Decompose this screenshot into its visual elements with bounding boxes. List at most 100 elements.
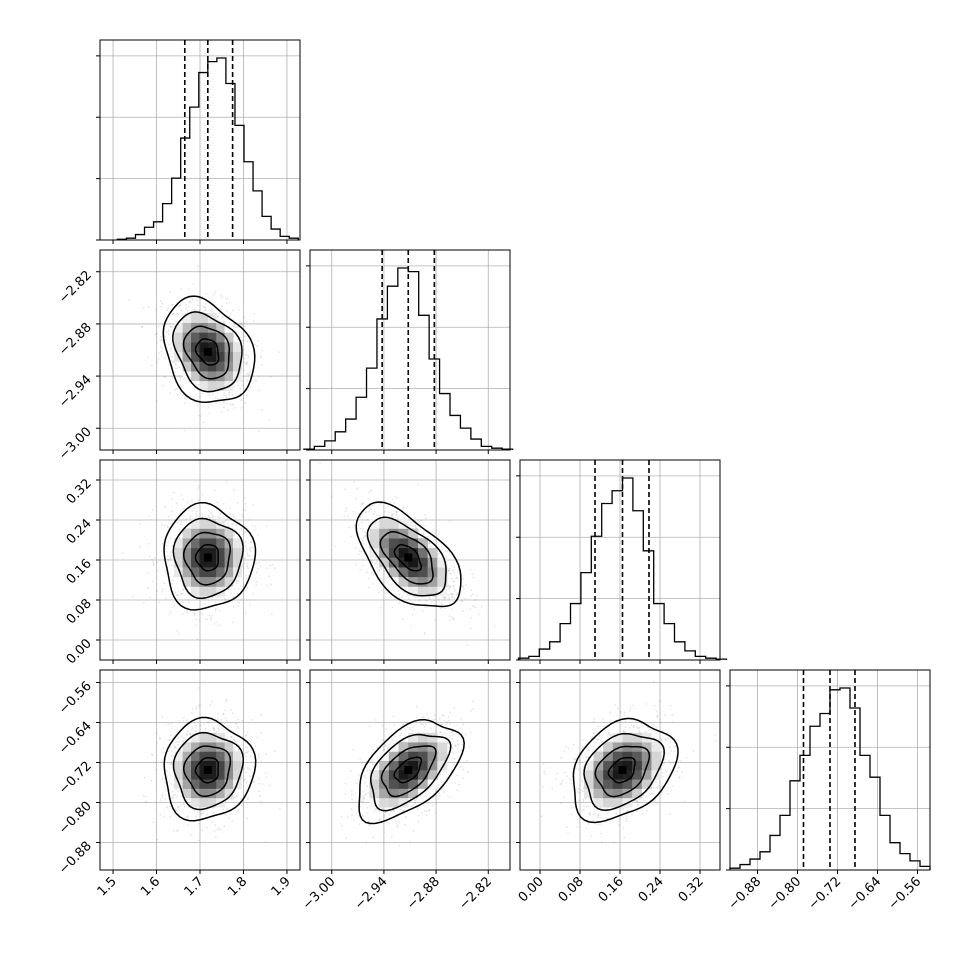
sample-point [230,736,233,738]
density-cell [182,557,192,568]
sample-point [246,394,248,397]
sample-point [187,824,190,827]
density-cell [408,547,419,558]
sample-point [241,384,244,387]
sample-point [423,809,426,812]
sample-point [219,512,222,515]
sample-point [232,489,235,491]
sample-point [176,629,178,632]
sample-point [181,592,184,595]
sample-point [243,768,246,771]
sample-point [236,338,239,341]
sample-point [193,810,196,812]
sample-point [156,589,159,592]
sample-point [245,589,247,592]
sample-point [203,306,206,309]
sample-point [216,596,219,599]
density-cell [199,760,209,771]
sample-point [252,781,255,784]
density-cell [398,742,409,752]
sample-point [234,740,237,743]
sample-point [255,562,258,565]
sample-point [217,723,219,726]
density-cell [207,760,217,771]
sample-point [216,315,219,318]
sample-point [169,746,172,749]
sample-point [196,304,199,307]
sample-point [181,588,184,591]
sample-point [454,744,456,747]
sample-point [362,775,365,778]
sample-point [198,704,201,706]
density-cell [174,342,183,353]
sample-point [244,612,247,615]
sample-point [179,304,182,307]
sample-point [387,822,390,825]
sample-point [351,814,353,816]
sample-point [236,740,239,743]
sample-point [224,321,227,324]
sample-point [211,821,214,824]
density-cell [207,518,217,529]
sample-point [453,581,455,583]
sample-point [218,729,221,731]
sample-point [446,550,449,553]
sample-point [174,745,176,748]
density-cell [388,538,399,549]
sample-point [355,487,358,490]
sample-point [160,350,163,353]
sample-point [214,824,217,826]
density-cell [437,567,448,578]
sample-point [472,576,475,579]
sample-point [379,503,382,505]
sample-point [229,813,232,816]
sample-point [452,734,455,737]
sample-point [422,723,425,726]
density-cell [191,742,200,752]
density-cell [417,547,428,558]
sample-point [374,808,377,810]
sample-point [393,597,396,600]
sample-point [238,601,240,604]
sample-point [171,545,174,548]
sample-point [170,551,173,553]
sample-point [388,813,391,816]
density-cell [233,760,242,771]
sample-point [218,609,221,612]
sample-point [236,501,239,504]
sample-point [261,783,264,785]
sample-point [423,633,426,636]
sample-point [437,784,440,787]
sample-point [414,524,417,527]
density-cell [388,779,399,789]
sample-point [238,321,241,323]
sample-point [353,481,356,483]
density-cell [437,557,448,568]
sample-point [211,614,214,617]
sample-point [180,735,183,738]
sample-point [150,753,153,756]
density-cell [224,332,234,343]
sample-point [171,360,174,363]
sample-point [157,357,160,360]
sample-point [403,516,406,519]
sample-point [186,310,189,312]
sample-point [460,727,463,730]
density-cell [417,788,428,799]
sample-point [212,516,214,518]
contour-level-1 [358,718,465,825]
density-cell [216,779,225,789]
density-cell [398,547,409,558]
sample-point [456,789,459,792]
sample-point [269,375,272,378]
density-cell [207,797,217,808]
sample-point [222,712,225,715]
sample-point [457,569,460,571]
sample-point [165,572,168,575]
sample-point [438,792,441,795]
sample-point [268,784,271,787]
sample-point [401,508,404,511]
sample-point [236,794,239,796]
sample-point [271,563,274,566]
contour-level-4 [393,543,423,572]
